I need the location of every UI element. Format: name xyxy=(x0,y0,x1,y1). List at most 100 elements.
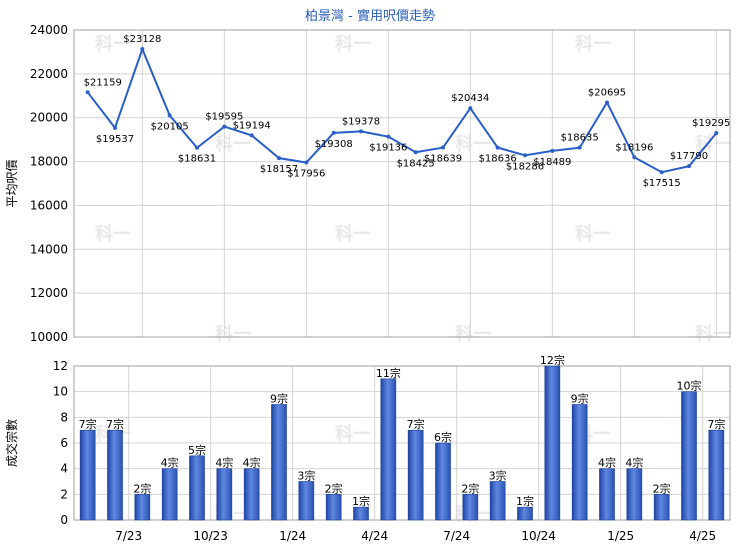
volume-data-label: 7宗 xyxy=(407,417,425,431)
bar-y-tick-label: 6 xyxy=(60,436,68,450)
watermark-text: 科一 xyxy=(335,33,371,55)
price-data-label: $18631 xyxy=(178,154,216,165)
watermark-text: 科一 xyxy=(215,323,251,345)
line-y-tick-label: 24000 xyxy=(30,23,68,37)
volume-bar xyxy=(298,481,315,521)
price-point xyxy=(468,106,473,111)
bar-y-axis-label: 成交宗數 xyxy=(4,419,19,467)
volume-bar-chart: 0 2 4 6 8 10 12 成交宗數 7宗 7宗 2宗 4宗 5宗 4宗 4宗 9宗 3宗 2宗 1宗 11宗 7宗… xyxy=(4,353,731,543)
price-point xyxy=(304,160,309,165)
volume-bar xyxy=(189,455,205,521)
volume-bar xyxy=(544,365,561,521)
price-data-label: $20434 xyxy=(451,93,489,104)
bar-y-tick-label: 8 xyxy=(60,410,68,424)
price-point xyxy=(113,125,117,130)
line-y-tick-label: 16000 xyxy=(30,198,68,212)
watermark-text: 科一 xyxy=(575,33,611,55)
bar-y-tick-label: 2 xyxy=(60,487,68,501)
volume-bar xyxy=(462,494,479,521)
price-data-label: $18635 xyxy=(561,133,599,144)
volume-bar xyxy=(653,494,670,521)
price-data-label: $19136 xyxy=(369,143,407,154)
watermark-text: 科一 xyxy=(215,133,251,155)
price-point xyxy=(140,47,145,52)
bar-y-tick-label: 0 xyxy=(60,513,68,527)
volume-bar xyxy=(599,468,615,521)
price-data-label: $17790 xyxy=(670,151,708,162)
volume-bar xyxy=(325,494,342,521)
price-data-label: $18157 xyxy=(260,164,298,175)
volume-bar xyxy=(407,429,424,521)
volume-data-label: 3宗 xyxy=(489,469,507,483)
price-data-label: $19537 xyxy=(96,134,134,145)
chart-title: 柏景灣 - 實用呎價走勢 xyxy=(305,8,435,24)
line-y-tick-label: 20000 xyxy=(30,111,68,125)
volume-bar xyxy=(626,468,643,521)
bar-y-tick-label: 12 xyxy=(53,359,68,373)
line-plot-frame xyxy=(73,29,731,338)
volume-bar xyxy=(380,378,397,521)
volume-data-label: 9宗 xyxy=(571,392,589,406)
price-point xyxy=(550,148,555,153)
volume-data-label: 2宗 xyxy=(461,481,479,495)
price-point xyxy=(249,133,254,138)
watermark-text: 科一 xyxy=(575,223,611,245)
price-point xyxy=(632,155,637,160)
watermark-text: 科一 xyxy=(335,223,371,245)
price-point xyxy=(85,90,90,95)
line-y-tick-label: 12000 xyxy=(30,286,68,300)
price-data-label: $23128 xyxy=(123,34,161,45)
line-y-axis-label: 平均呎價 xyxy=(5,159,19,207)
price-data-label: $20695 xyxy=(588,87,626,98)
line-y-tick-label: 10000 xyxy=(30,330,68,344)
volume-data-label: 2宗 xyxy=(133,481,151,495)
bar-y-tick-label: 4 xyxy=(60,462,68,476)
price-line-chart: 10000 12000 14000 16000 18000 20000 22000 24000… xyxy=(5,23,731,344)
volume-data-label: 12宗 xyxy=(540,353,565,367)
volume-bar xyxy=(571,404,588,521)
price-data-label: $19194 xyxy=(233,120,271,131)
volume-data-label: 7宗 xyxy=(707,417,725,431)
price-point xyxy=(167,113,172,118)
volume-bar xyxy=(79,429,96,521)
volume-data-label: 2宗 xyxy=(325,481,343,495)
price-point xyxy=(222,124,227,129)
volume-bar xyxy=(134,494,151,521)
price-data-label: $17515 xyxy=(643,178,681,189)
watermark-text: 科一 xyxy=(335,423,371,445)
volume-data-label: 10宗 xyxy=(677,379,702,393)
line-y-tick-label: 14000 xyxy=(30,242,68,256)
volume-bar xyxy=(681,391,697,521)
price-data-label: $19308 xyxy=(315,139,353,150)
price-data-label: $19378 xyxy=(342,116,380,127)
price-point xyxy=(659,170,664,175)
price-data-label: $19595 xyxy=(205,112,243,123)
volume-bar xyxy=(435,442,451,521)
x-tick-label: 4/24 xyxy=(361,529,388,543)
volume-data-label: 7宗 xyxy=(106,417,124,431)
price-data-label: $21159 xyxy=(84,77,122,88)
price-point xyxy=(195,145,199,150)
price-series-line xyxy=(86,46,718,174)
volume-data-label: 11宗 xyxy=(376,366,401,380)
volume-data-label: 4宗 xyxy=(215,456,233,470)
volume-bar xyxy=(161,468,178,521)
price-point xyxy=(413,150,418,155)
volume-bar xyxy=(708,429,725,521)
price-point xyxy=(523,153,527,158)
price-data-label: $18425 xyxy=(397,158,435,169)
volume-data-label: 5宗 xyxy=(188,443,206,457)
bar-y-tick-label: 10 xyxy=(53,385,68,399)
volume-data-label: 4宗 xyxy=(598,456,616,470)
line-y-tick-label: 22000 xyxy=(30,67,68,81)
watermark-text: 科一 xyxy=(695,323,731,345)
price-point xyxy=(331,130,336,135)
watermark-text: 科一 xyxy=(455,323,491,345)
x-tick-label: 4/25 xyxy=(689,529,716,543)
price-data-label: $20105 xyxy=(151,121,189,132)
volume-data-label: 7宗 xyxy=(79,417,97,431)
x-tick-label: 7/23 xyxy=(115,529,142,543)
volume-data-label: 4宗 xyxy=(161,456,179,470)
line-y-tick-label: 18000 xyxy=(30,155,68,169)
